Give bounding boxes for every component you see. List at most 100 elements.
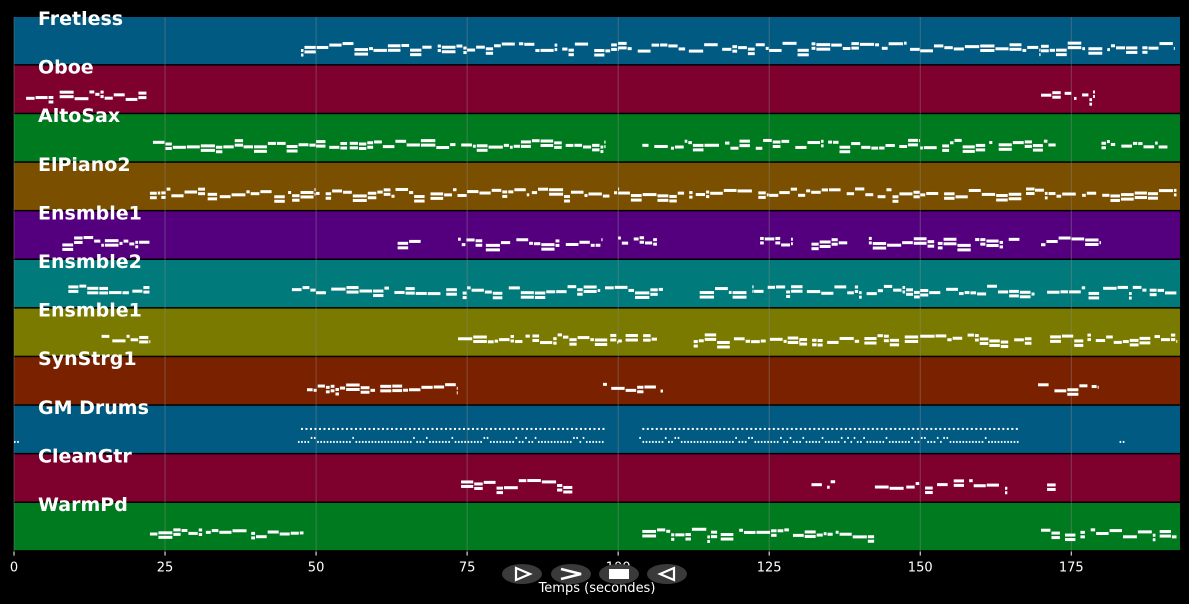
note-mark	[404, 427, 407, 430]
note-mark	[671, 533, 675, 537]
note-mark	[89, 90, 95, 94]
note-mark	[658, 440, 661, 443]
note-mark	[557, 488, 563, 492]
note-mark	[899, 192, 913, 196]
note-mark	[827, 485, 830, 489]
note-mark	[200, 144, 215, 148]
note-mark	[383, 188, 391, 192]
note-mark	[1008, 192, 1022, 196]
note-mark	[557, 440, 559, 443]
note-mark	[618, 339, 622, 343]
note-mark	[642, 427, 645, 430]
note-mark	[1085, 238, 1099, 242]
note-mark	[409, 440, 412, 443]
note-mark	[1041, 93, 1052, 97]
note-mark	[119, 241, 123, 245]
note-mark	[735, 436, 737, 439]
track-label: Fretless	[38, 8, 123, 30]
note-mark	[834, 440, 837, 443]
note-mark	[972, 440, 974, 443]
note-mark	[943, 427, 946, 430]
note-mark	[968, 440, 971, 443]
note-mark	[339, 386, 346, 390]
note-mark	[173, 528, 181, 532]
note-mark	[908, 143, 918, 147]
note-mark	[513, 144, 520, 148]
note-mark	[1015, 427, 1018, 430]
note-mark	[781, 427, 784, 430]
note-mark	[568, 53, 574, 57]
note-mark	[790, 427, 793, 430]
note-mark	[892, 199, 899, 203]
note-mark	[675, 533, 685, 537]
note-mark	[367, 145, 374, 149]
note-mark	[1147, 192, 1158, 196]
note-mark	[1093, 94, 1095, 98]
note-mark	[254, 149, 267, 153]
note-mark	[1106, 140, 1110, 144]
note-mark	[759, 427, 762, 430]
note-mark	[997, 290, 1009, 294]
note-mark	[1026, 192, 1035, 196]
note-mark	[678, 47, 686, 51]
note-mark	[643, 334, 651, 338]
note-mark	[898, 427, 901, 430]
note-mark	[101, 334, 110, 338]
note-mark	[627, 47, 632, 51]
note-mark	[346, 388, 360, 392]
note-mark	[844, 440, 846, 443]
note-mark	[467, 440, 470, 443]
note-mark	[920, 146, 923, 150]
note-mark	[1132, 285, 1142, 289]
note-mark	[981, 192, 996, 196]
note-mark	[1067, 392, 1079, 396]
note-mark	[1050, 335, 1061, 339]
note-mark	[989, 339, 1000, 343]
note-mark	[1067, 46, 1082, 50]
note-mark	[732, 49, 738, 53]
note-mark	[562, 335, 569, 339]
reverse-button[interactable]	[647, 564, 687, 584]
note-mark	[864, 341, 877, 345]
note-mark	[799, 440, 801, 443]
note-mark	[74, 240, 83, 244]
note-mark	[618, 236, 621, 240]
play-button[interactable]	[502, 564, 542, 584]
note-mark	[1013, 440, 1016, 443]
note-mark	[525, 427, 528, 430]
note-mark	[448, 440, 450, 443]
note-mark	[706, 190, 710, 194]
note-mark	[666, 529, 671, 533]
note-mark	[889, 486, 904, 490]
forward-button[interactable]	[551, 564, 591, 584]
note-mark	[369, 47, 373, 51]
note-mark	[877, 289, 883, 293]
note-mark	[754, 289, 764, 293]
note-mark	[1051, 531, 1060, 535]
note-mark	[325, 385, 330, 389]
note-mark	[737, 189, 752, 193]
note-mark	[198, 187, 206, 191]
note-mark	[419, 440, 422, 443]
note-mark	[1031, 292, 1035, 296]
note-mark	[817, 339, 823, 343]
note-mark	[158, 531, 173, 535]
note-mark	[920, 293, 929, 297]
note-mark	[1056, 53, 1067, 57]
note-mark	[979, 337, 989, 341]
note-mark	[458, 237, 461, 241]
note-mark	[595, 243, 601, 247]
note-mark	[472, 144, 476, 148]
note-mark	[1019, 295, 1031, 299]
note-mark	[592, 143, 600, 147]
note-mark	[967, 333, 974, 337]
note-mark	[1074, 96, 1077, 100]
note-mark	[889, 427, 892, 430]
stop-button[interactable]	[599, 564, 639, 584]
note-mark	[1088, 296, 1100, 300]
note-mark	[892, 440, 894, 443]
note-mark	[855, 187, 865, 191]
note-mark	[563, 490, 573, 494]
note-mark	[933, 440, 936, 443]
note-mark	[767, 285, 776, 289]
